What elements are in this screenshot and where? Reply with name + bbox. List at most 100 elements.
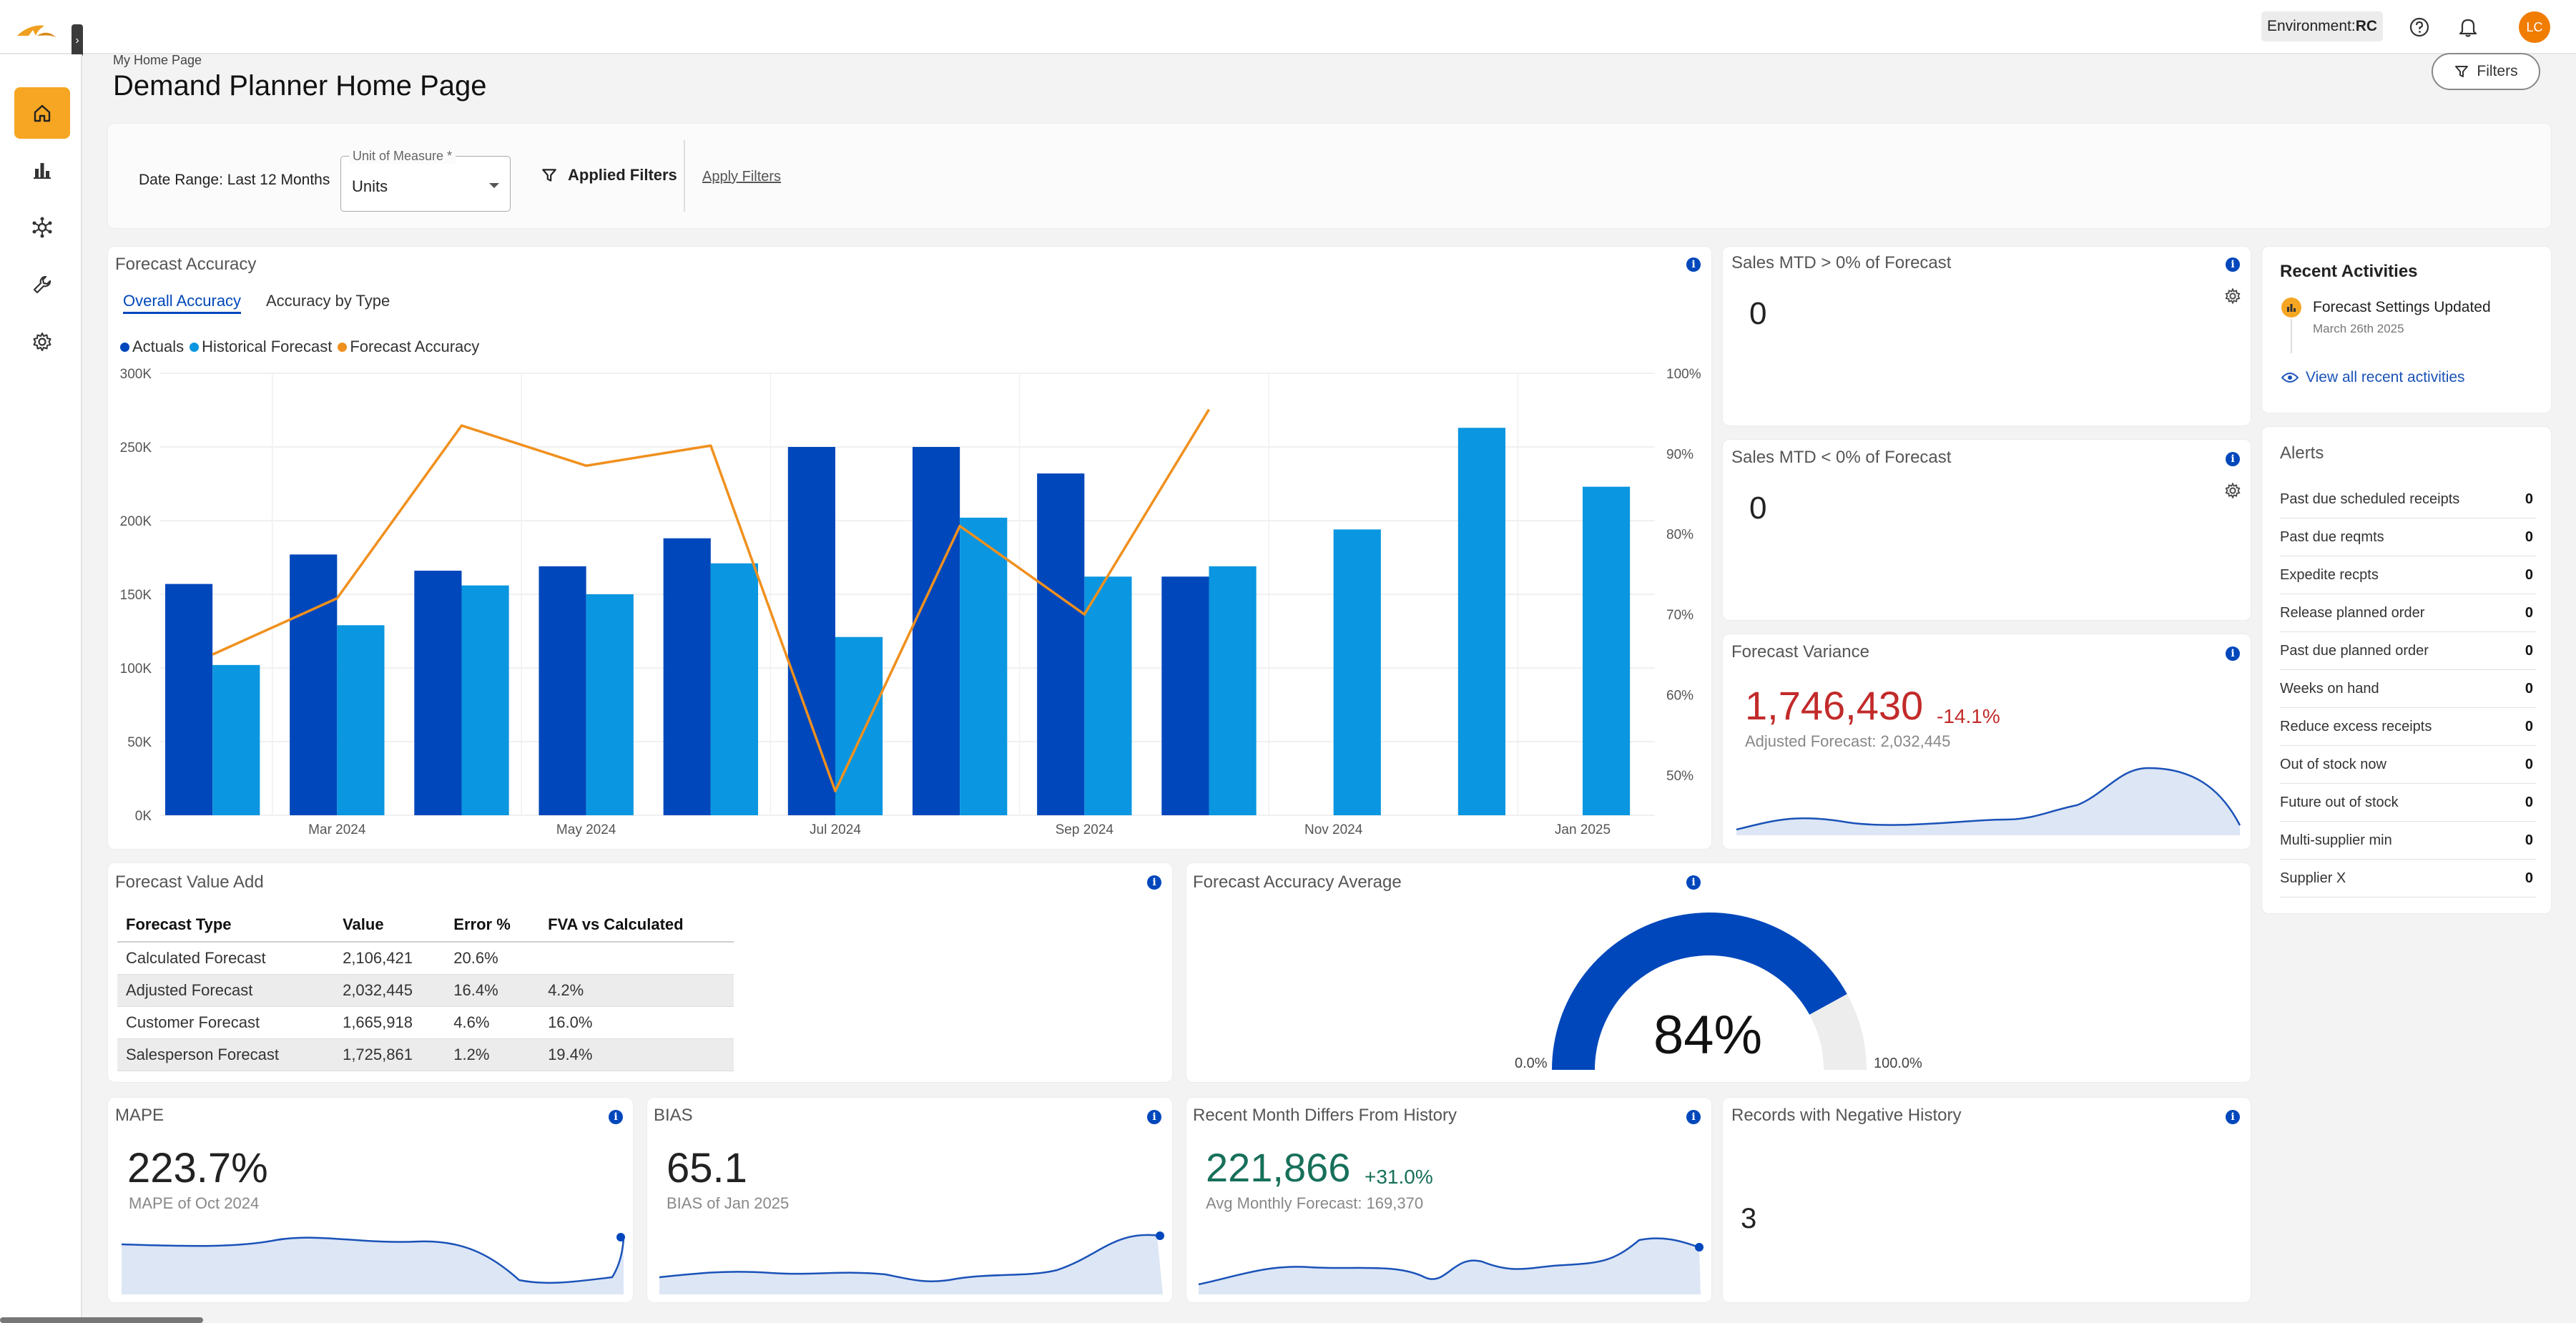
alert-count: 0 [2525, 642, 2533, 659]
alert-row[interactable]: Expedite recpts 0 [2280, 556, 2536, 594]
alert-count: 0 [2525, 604, 2533, 621]
info-icon[interactable]: i [1686, 1110, 1701, 1124]
tab-accuracy-by-type[interactable]: Accuracy by Type [266, 292, 390, 310]
applied-filters-button[interactable]: Applied Filters [541, 166, 677, 185]
gear-icon[interactable] [2224, 482, 2241, 499]
info-icon[interactable]: i [2226, 646, 2240, 661]
alert-row[interactable]: Past due planned order 0 [2280, 632, 2536, 670]
filters-button[interactable]: Filters [2432, 53, 2540, 90]
table-cell: Salesperson Forecast [117, 1038, 335, 1071]
tab-overall-accuracy[interactable]: Overall Accuracy [123, 292, 242, 314]
alert-row[interactable]: Future out of stock 0 [2280, 784, 2536, 822]
alert-count: 0 [2525, 680, 2533, 697]
filter-icon [542, 169, 556, 182]
gear-icon [33, 333, 51, 351]
x-tick-label: Nov 2024 [1304, 822, 1363, 837]
help-icon[interactable] [2404, 12, 2434, 42]
bar-historical-forecast [1209, 566, 1257, 815]
forecast-accuracy-average-title: Forecast Accuracy Average [1193, 872, 1402, 892]
bar-actuals [539, 566, 586, 815]
bias-sparkline [659, 1231, 1164, 1294]
table-cell: 1,725,861 [334, 1038, 446, 1071]
recent-month-title: Recent Month Differs From History [1193, 1106, 1457, 1125]
sidebar-item-tools[interactable] [14, 259, 70, 310]
x-tick-label: May 2024 [556, 822, 616, 837]
info-icon[interactable]: i [2226, 257, 2240, 272]
table-cell [539, 942, 734, 975]
bar-historical-forecast [960, 517, 1008, 815]
alert-row[interactable]: Past due scheduled receipts 0 [2280, 481, 2536, 518]
gauge-max-label: 100.0% [1874, 1056, 1922, 1071]
unit-of-measure-select[interactable] [340, 156, 511, 212]
alert-row[interactable]: Weeks on hand 0 [2280, 670, 2536, 708]
sidebar-item-analytics[interactable] [14, 144, 70, 196]
y2-tick-label: 60% [1666, 688, 1693, 703]
app-logo [17, 25, 56, 37]
info-icon[interactable]: i [1686, 875, 1701, 890]
table-header-cell: Forecast Type [117, 908, 335, 943]
table-cell: 20.6% [445, 942, 540, 975]
activity-title[interactable]: Forecast Settings Updated [2313, 299, 2491, 315]
alert-row[interactable]: Release planned order 0 [2280, 594, 2536, 632]
alert-row[interactable]: Multi-supplier min 0 [2280, 822, 2536, 860]
legend-item-historical-forecast[interactable]: Historical Forecast [190, 338, 332, 356]
bell-icon[interactable] [2453, 12, 2483, 42]
gear-icon[interactable] [2224, 287, 2241, 305]
alert-label: Reduce excess receipts [2280, 718, 2432, 734]
legend-item-forecast-accuracy[interactable]: Forecast Accuracy [338, 338, 479, 356]
sidebar-item-settings[interactable] [14, 316, 70, 368]
home-icon [34, 104, 51, 122]
breadcrumb[interactable]: My Home Page [113, 53, 202, 67]
info-icon[interactable]: i [1147, 875, 1161, 890]
forecast-value-add-table: Forecast Type Value Error % FVA vs Calculat… [117, 908, 734, 1071]
sales-mtd-positive-value: 0 [1749, 296, 1767, 331]
table-cell: 2,106,421 [334, 942, 446, 975]
horizontal-scrollbar[interactable] [0, 1317, 203, 1323]
alert-row[interactable]: Out of stock now 0 [2280, 746, 2536, 784]
view-all-activities-link[interactable]: View all recent activities [2281, 369, 2465, 386]
info-icon[interactable]: i [609, 1110, 623, 1124]
recent-month-subtitle: Avg Monthly Forecast: 169,370 [1206, 1194, 1424, 1212]
table-cell: 16.4% [445, 974, 540, 1007]
bar-historical-forecast [212, 664, 260, 815]
bar-historical-forecast [835, 636, 883, 815]
recent-month-change: +31.0% [1365, 1166, 1433, 1188]
unit-of-measure-label: Unit of Measure * [349, 149, 456, 164]
sales-mtd-negative-title: Sales MTD < 0% of Forecast [1731, 448, 1952, 467]
alert-row[interactable]: Supplier X 0 [2280, 860, 2536, 897]
alerts-card [2261, 426, 2552, 914]
bar-actuals [1161, 576, 1209, 815]
x-tick-label: Mar 2024 [308, 822, 366, 837]
table-header-cell: Value [334, 908, 446, 943]
info-icon[interactable]: i [1686, 257, 1701, 272]
y-tick-label: 300K [120, 367, 152, 382]
user-avatar[interactable]: LC [2519, 11, 2550, 43]
y-tick-label: 200K [120, 514, 152, 529]
negative-history-value: 3 [1741, 1203, 1757, 1234]
alert-label: Out of stock now [2280, 756, 2386, 772]
sidebar-item-network[interactable] [14, 202, 70, 253]
alerts-title: Alerts [2280, 443, 2324, 463]
sales-mtd-positive-title: Sales MTD > 0% of Forecast [1731, 253, 1952, 272]
alert-row[interactable]: Past due reqmts 0 [2280, 518, 2536, 556]
eye-icon [2281, 373, 2299, 383]
info-icon[interactable]: i [1147, 1110, 1161, 1124]
info-icon[interactable]: i [2226, 1110, 2240, 1124]
divider [684, 140, 685, 212]
table-header-row: Forecast Type Value Error % FVA vs Calculat… [117, 908, 734, 943]
mape-sparkline [121, 1233, 625, 1294]
info-icon[interactable]: i [2226, 452, 2240, 466]
legend-item-actuals[interactable]: Actuals [120, 338, 184, 356]
collapse-sidebar-toggle[interactable]: › [72, 24, 83, 57]
y-tick-label: 100K [120, 662, 152, 677]
sidebar [0, 54, 82, 1323]
alert-label: Expedite recpts [2280, 566, 2379, 583]
alert-row[interactable]: Reduce excess receipts 0 [2280, 708, 2536, 746]
apply-filters-link[interactable]: Apply Filters [702, 169, 782, 185]
x-tick-label: Sep 2024 [1056, 822, 1114, 837]
x-tick-label: Jul 2024 [810, 822, 861, 837]
table-cell: 1,665,918 [334, 1006, 446, 1039]
table-cell: 16.0% [539, 1006, 734, 1039]
sidebar-item-home[interactable] [14, 87, 70, 139]
gauge-value: 84% [1653, 1005, 1763, 1066]
